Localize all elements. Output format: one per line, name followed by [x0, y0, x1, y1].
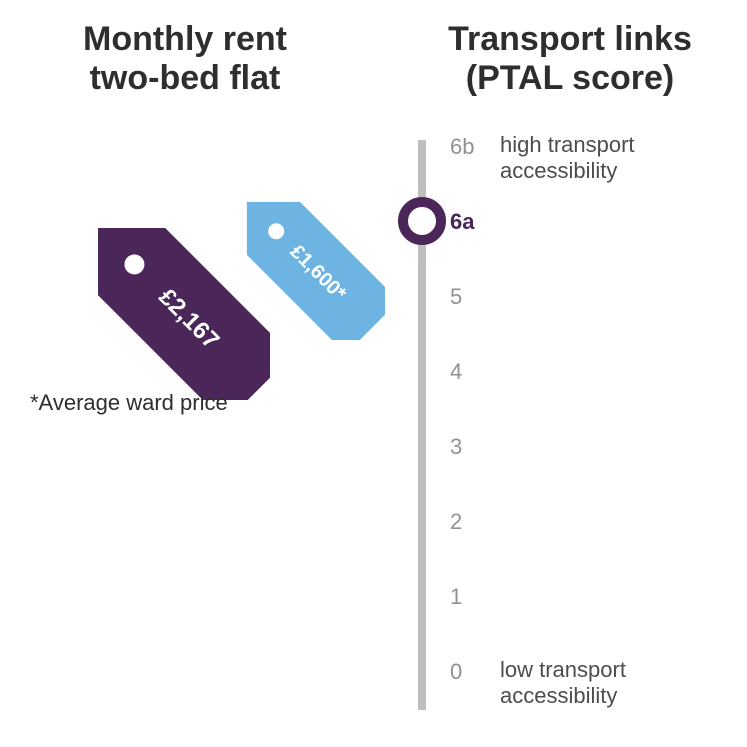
ptal-heading: Transport links (PTAL score) — [420, 20, 720, 98]
ptal-heading-line2: (PTAL score) — [466, 59, 674, 97]
ptal-tick-6a: 6a — [450, 209, 474, 235]
ptal-tick-2: 2 — [450, 509, 462, 535]
price-tag-1: £1,600* — [175, 130, 385, 340]
ptal-heading-line1: Transport links — [448, 20, 692, 58]
rent-heading: Monthly rent two-bed flat — [60, 20, 310, 98]
rent-heading-line1: Monthly rent — [83, 20, 287, 58]
ptal-low-label-line2: accessibility — [500, 683, 617, 708]
ptal-tick-4: 4 — [450, 359, 462, 385]
ptal-low-label-line1: low transport — [500, 657, 626, 682]
rent-footnote: *Average ward price — [30, 390, 228, 416]
ptal-marker-icon — [398, 197, 446, 245]
ptal-high-label-line2: accessibility — [500, 158, 617, 183]
rent-heading-line2: two-bed flat — [90, 59, 281, 97]
infographic-canvas: Monthly rent two-bed flat Transport link… — [0, 0, 747, 747]
ptal-tick-1: 1 — [450, 584, 462, 610]
ptal-tick-5: 5 — [450, 284, 462, 310]
ptal-high-label-line1: high transport — [500, 132, 635, 157]
ptal-tick-0: 0 — [450, 659, 462, 685]
ptal-low-label: low transportaccessibility — [500, 657, 626, 710]
ptal-high-label: high transportaccessibility — [500, 132, 635, 185]
ptal-tick-6b: 6b — [450, 134, 474, 160]
ptal-tick-3: 3 — [450, 434, 462, 460]
